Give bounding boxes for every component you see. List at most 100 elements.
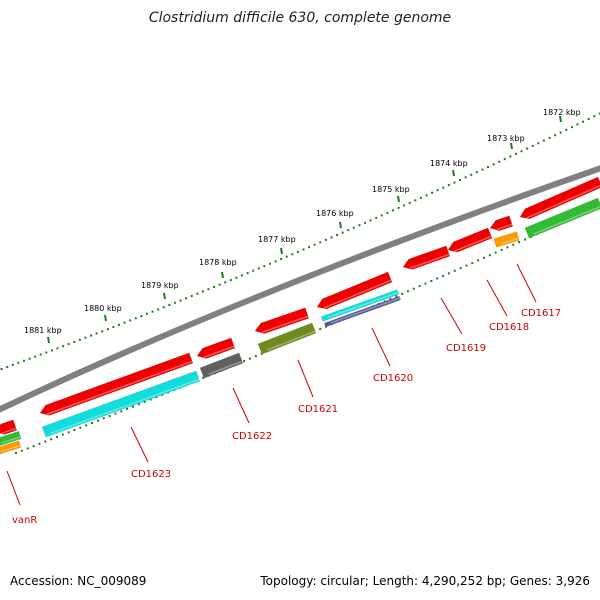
ruler-minor-tick <box>503 158 506 161</box>
inner-ruler-tick <box>254 355 257 358</box>
cds-feature-cd1619-highlight <box>409 253 450 269</box>
ruler-minor-tick <box>375 216 378 219</box>
gene-leader-line <box>516 263 537 303</box>
cds-feature-cd1623 <box>39 352 194 416</box>
ruler-minor-tick <box>229 279 232 282</box>
ruler-minor-tick <box>324 238 327 241</box>
ruler-minor-tick <box>45 351 48 354</box>
ruler-tick-label: 1880 kbp <box>84 304 122 313</box>
ruler-minor-tick <box>218 283 221 286</box>
feature-vanr-green <box>0 430 22 446</box>
ruler-minor-tick <box>123 321 126 324</box>
cds-feature-cd1620-highlight <box>323 279 392 309</box>
ruler-minor-tick <box>201 290 204 293</box>
feature-cd1620-cyan-highlight <box>327 291 399 319</box>
ruler-minor-tick <box>285 255 288 258</box>
ruler-minor-tick <box>151 310 154 313</box>
inner-ruler-tick <box>85 424 88 427</box>
ruler-minor-tick <box>531 144 534 147</box>
ruler-major-tick <box>280 247 283 255</box>
ruler-minor-tick <box>403 204 406 207</box>
inner-ruler-tick <box>44 440 47 443</box>
inner-ruler-tick <box>412 287 415 290</box>
ruler-minor-tick <box>268 262 271 265</box>
gene-label-cd1617: CD1617 <box>521 308 561 319</box>
ruler-major-tick <box>163 292 166 300</box>
ruler-minor-tick <box>587 117 590 120</box>
cds-feature-cd1618b <box>489 215 514 231</box>
ruler-minor-tick <box>252 269 255 272</box>
inner-ruler-tick <box>155 396 158 399</box>
gene-leader-line <box>130 426 149 463</box>
gene-leader-line <box>6 470 21 506</box>
ruler-minor-tick <box>431 191 434 194</box>
ruler-minor-tick <box>84 336 87 339</box>
ruler-minor-tick <box>576 123 579 126</box>
inner-ruler-tick <box>120 410 123 413</box>
map-title: Clostridium difficile 630, complete geno… <box>148 10 452 26</box>
ruler-minor-tick <box>78 338 81 341</box>
inner-ruler-tick <box>67 431 70 434</box>
inner-ruler-tick <box>459 267 462 270</box>
cds-feature-cd1621 <box>254 307 310 334</box>
ruler-minor-tick <box>168 303 171 306</box>
ruler-minor-tick <box>157 308 160 311</box>
cds-feature-cd1618b-highlight <box>496 223 513 231</box>
feature-cd1617-green-highlight <box>533 205 600 235</box>
ruler-minor-tick <box>263 265 266 268</box>
ruler-minor-tick <box>302 248 305 251</box>
ruler-minor-tick <box>554 134 557 137</box>
inner-ruler-tick <box>114 412 117 415</box>
ruler-minor-tick <box>207 288 210 291</box>
backbone-line <box>0 165 600 413</box>
ruler-minor-tick <box>112 325 115 328</box>
ruler-minor-tick <box>291 253 294 256</box>
inner-ruler-tick <box>55 435 58 438</box>
inner-ruler-tick <box>26 447 29 450</box>
ruler-minor-tick <box>386 211 389 214</box>
ruler-tick-label: 1877 kbp <box>258 235 296 244</box>
gene-leader-line <box>371 327 391 367</box>
ruler-tick-label: 1876 kbp <box>316 209 354 218</box>
ruler-minor-tick <box>134 317 137 320</box>
inner-ruler-tick <box>506 246 509 249</box>
ruler-minor-tick <box>548 136 551 139</box>
ruler-minor-tick <box>11 363 14 366</box>
inner-ruler-tick <box>424 282 427 285</box>
ruler-minor-tick <box>145 312 148 315</box>
ruler-minor-tick <box>514 152 517 155</box>
ruler-minor-tick <box>352 226 355 229</box>
ruler-major-tick <box>221 271 224 279</box>
accession-text: Accession: NC_009089 <box>10 574 147 588</box>
ruler-minor-tick <box>408 201 411 204</box>
ruler-minor-tick <box>0 367 3 370</box>
ruler-minor-tick <box>308 246 311 249</box>
inner-ruler-tick <box>500 248 503 251</box>
ruler-minor-tick <box>39 353 42 356</box>
inner-ruler-tick <box>389 297 392 300</box>
ruler-minor-tick <box>447 184 450 187</box>
ruler-major-tick <box>397 195 400 203</box>
ruler-minor-tick <box>537 142 540 145</box>
inner-ruler-tick <box>96 419 99 422</box>
cds-feature-cd1623-highlight <box>46 360 193 415</box>
ruler-minor-tick <box>296 250 299 253</box>
inner-ruler-tick <box>137 403 140 406</box>
ruler-minor-tick <box>358 224 361 227</box>
ruler-tick-label: 1873 kbp <box>487 134 525 143</box>
ruler-minor-tick <box>347 229 350 232</box>
inner-ruler-tick <box>523 238 526 241</box>
ruler-minor-tick <box>73 340 76 343</box>
inner-ruler-tick <box>79 426 82 429</box>
ruler-minor-tick <box>593 115 596 118</box>
inner-ruler-tick <box>249 357 251 360</box>
ruler-minor-tick <box>185 297 188 300</box>
cds-feature-cd1622 <box>196 337 236 359</box>
ruler-minor-tick <box>224 281 227 284</box>
cds-feature-cd1617-highlight <box>526 185 600 219</box>
ruler-minor-tick <box>17 361 20 364</box>
ruler-tick-label: 1875 kbp <box>372 185 410 194</box>
inner-ruler-tick <box>436 277 439 280</box>
